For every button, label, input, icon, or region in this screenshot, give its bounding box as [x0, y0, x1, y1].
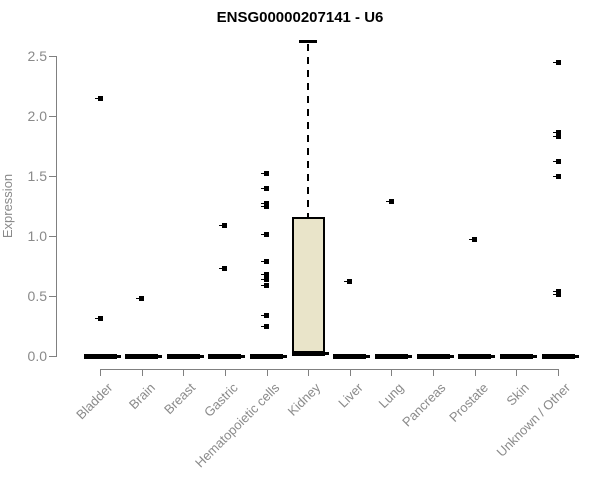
chart-title: ENSG00000207141 - U6 — [216, 9, 384, 26]
x-tick — [308, 369, 309, 376]
x-axis-line — [100, 369, 559, 370]
x-tick — [350, 369, 351, 376]
y-tick — [49, 356, 56, 357]
median-bar — [417, 354, 454, 359]
median-bar — [375, 354, 412, 359]
outlier-point — [261, 201, 269, 206]
outlier-point — [136, 296, 144, 301]
outlier-point — [219, 266, 227, 271]
y-tick-label: 2.0 — [27, 108, 47, 124]
x-tick — [391, 369, 392, 376]
outlier-point — [553, 60, 561, 65]
x-tick — [183, 369, 184, 376]
median-bar — [542, 354, 579, 359]
y-tick — [49, 296, 56, 297]
x-tick — [225, 369, 226, 376]
x-tick-label: Liver — [335, 380, 366, 411]
outlier-point — [261, 259, 269, 264]
y-tick-label: 1.0 — [27, 228, 47, 244]
x-tick — [516, 369, 517, 376]
outlier-point — [261, 283, 269, 288]
median-bar — [333, 354, 370, 359]
outlier-point — [553, 292, 561, 297]
outlier-point — [261, 324, 269, 329]
outlier-point — [553, 174, 561, 179]
outlier-point — [553, 134, 561, 139]
x-tick-label: Lung — [375, 380, 407, 412]
median-bar — [458, 354, 495, 359]
outlier-point — [261, 186, 269, 191]
y-tick-label: 1.5 — [27, 168, 47, 184]
y-tick — [49, 116, 56, 117]
box — [292, 217, 325, 354]
whisker — [307, 44, 309, 217]
outlier-point — [95, 316, 103, 321]
outlier-point — [261, 232, 269, 237]
x-tick — [100, 369, 101, 376]
x-tick — [267, 369, 268, 376]
x-tick-label: Brain — [125, 380, 158, 413]
x-tick-label: Pancreas — [399, 380, 449, 430]
x-tick-label: Kidney — [284, 380, 324, 419]
y-axis-line — [56, 56, 57, 357]
outlier-point — [553, 130, 561, 135]
x-tick — [433, 369, 434, 376]
outlier-point — [261, 204, 269, 209]
x-tick-label: Gastric — [200, 380, 241, 420]
median-bar — [292, 351, 329, 356]
outlier-point — [553, 159, 561, 164]
x-tick — [142, 369, 143, 376]
y-tick-label: 0.0 — [27, 348, 47, 364]
x-tick-label: Skin — [503, 380, 532, 409]
median-bar — [125, 354, 162, 359]
whisker-cap — [299, 40, 317, 43]
median-bar — [208, 354, 245, 359]
outlier-point — [469, 237, 477, 242]
x-tick-label: Prostate — [445, 380, 491, 425]
y-tick — [49, 176, 56, 177]
outlier-point — [553, 289, 561, 294]
outlier-point — [261, 277, 269, 282]
median-bar — [84, 354, 121, 359]
outlier-point — [344, 279, 352, 284]
x-tick-label: Bladder — [73, 380, 116, 423]
y-tick-label: 2.5 — [27, 48, 47, 64]
outlier-point — [261, 272, 269, 277]
outlier-point — [386, 199, 394, 204]
outlier-point — [219, 223, 227, 228]
median-bar — [500, 354, 537, 359]
outlier-point — [95, 96, 103, 101]
median-bar — [167, 354, 204, 359]
y-tick — [49, 56, 56, 57]
outlier-point — [261, 171, 269, 176]
y-tick-label: 0.5 — [27, 288, 47, 304]
x-tick — [475, 369, 476, 376]
x-tick-label: Unknown / Other — [494, 380, 574, 460]
x-tick-label: Breast — [161, 380, 199, 418]
y-tick — [49, 236, 56, 237]
median-bar — [250, 354, 287, 359]
outlier-point — [261, 313, 269, 318]
x-tick — [558, 369, 559, 376]
